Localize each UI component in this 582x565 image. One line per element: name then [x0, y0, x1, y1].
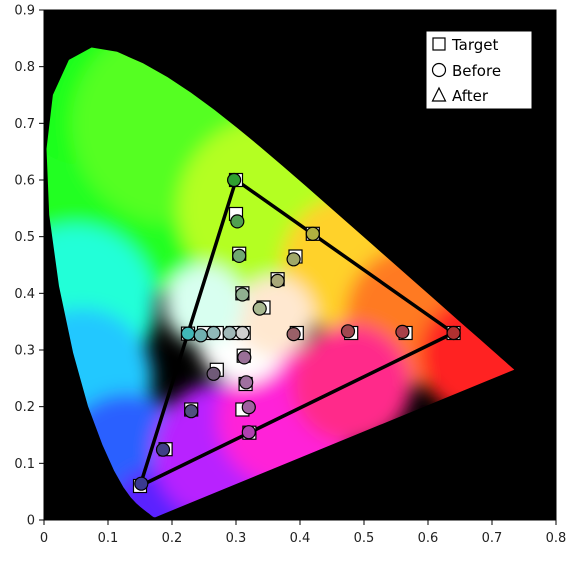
before-marker [206, 366, 221, 381]
before-marker [184, 404, 199, 419]
legend-before-marker [431, 62, 447, 78]
before-marker [239, 375, 254, 390]
legend-after-marker [431, 86, 447, 102]
y-tick-label: 0.4 [14, 287, 35, 302]
before-marker [235, 287, 250, 302]
markers [132, 172, 461, 494]
before-marker [340, 324, 356, 339]
y-tick-label: 0 [27, 514, 35, 529]
before-marker [134, 476, 149, 491]
before-marker [155, 442, 171, 457]
before-marker [227, 172, 242, 188]
before-marker [235, 325, 250, 341]
before-marker [270, 273, 285, 288]
x-tick-label: 0.1 [98, 531, 119, 546]
before-marker [286, 327, 301, 342]
x-tick-label: 0.5 [354, 531, 375, 546]
before-marker [193, 328, 208, 343]
before-marker [180, 326, 196, 341]
x-tick-label: 0.2 [162, 531, 183, 546]
before-marker [230, 214, 245, 229]
x-tick-label: 0.4 [290, 531, 311, 546]
before-marker [232, 248, 247, 263]
before-marker [237, 350, 252, 365]
legend-before-label: Before [452, 62, 501, 80]
before-marker [305, 226, 320, 241]
y-tick-label: 0.8 [14, 60, 35, 75]
y-tick-label: 0.6 [14, 174, 35, 189]
gamut-color-blob-16 [164, 264, 244, 345]
before-marker [252, 301, 267, 316]
legend-target-marker [432, 37, 446, 51]
x-tick-label: 0.8 [546, 531, 567, 546]
before-marker [241, 400, 256, 415]
y-tick-label: 0.9 [14, 4, 35, 19]
y-tick-label: 0.2 [14, 400, 35, 415]
legend-after-label: After [452, 87, 489, 105]
y-tick-label: 0.7 [14, 117, 35, 132]
x-tick-label: 0 [40, 531, 48, 546]
x-tick-label: 0.6 [418, 531, 439, 546]
x-tick-label: 0.3 [226, 531, 247, 546]
before-marker [286, 252, 301, 267]
before-marker [206, 325, 221, 341]
y-tick-label: 0.3 [14, 344, 35, 359]
before-marker [222, 325, 237, 341]
before-marker [395, 324, 410, 339]
axes: 0 0.1 0.2 0.3 0.4 0.5 0.6 0.7 0.8 0 0.1 0.2 0.3 0.4 0.… [14, 4, 566, 547]
legend-target-label: Target [451, 36, 499, 54]
before-marker [241, 425, 256, 440]
y-tick-label: 0.5 [14, 230, 35, 245]
x-tick-label: 0.7 [482, 531, 503, 546]
legend: Target Before After [425, 30, 533, 110]
y-tick-label: 0.1 [14, 457, 35, 472]
before-marker [446, 325, 461, 341]
